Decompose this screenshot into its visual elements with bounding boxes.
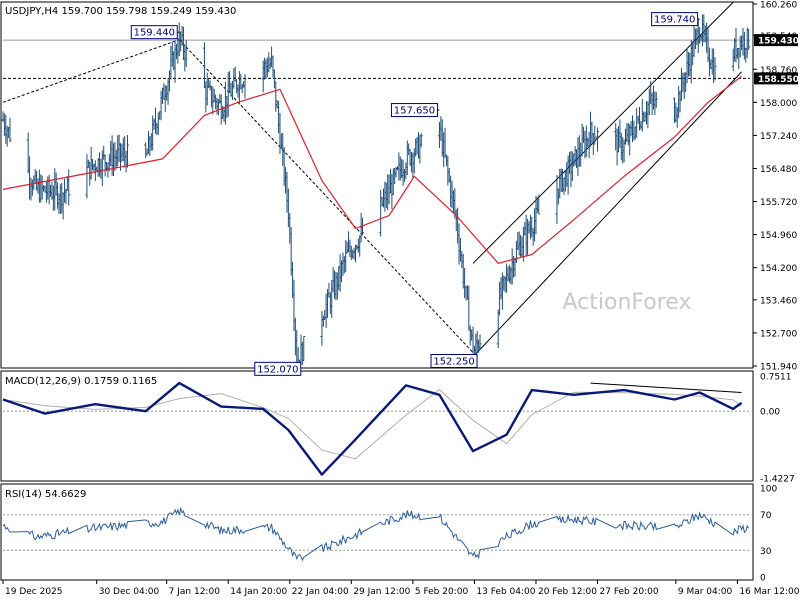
ohlc-bar <box>596 127 600 152</box>
time-axis-tick-label: 22 Jan 04:00 <box>292 587 349 597</box>
time-axis-tick-label: 29 Jan 12:00 <box>353 587 410 597</box>
price-axis-tick-label: 153.460 <box>760 296 797 306</box>
price-axis-tick-label: 155.720 <box>760 198 797 208</box>
current-price-marker-text: 159.430 <box>758 37 799 47</box>
price-axis-tick-label: 158.000 <box>760 99 797 109</box>
ohlc-bar <box>537 194 541 215</box>
ohlc-bar <box>379 189 383 237</box>
time-axis-tick-label: 9 Mar 04:00 <box>678 587 733 597</box>
rsi-axis-tick-label: 100 <box>760 485 777 495</box>
swing-label-low: 152.250 <box>430 354 478 369</box>
swing-label-high: 159.440 <box>130 25 180 40</box>
swing-label-low: 152.070 <box>254 361 302 376</box>
ohlc-bar <box>302 336 306 361</box>
level-price-marker-text: 158.550 <box>758 75 799 85</box>
rsi-axis-tick-label: 0 <box>760 574 766 584</box>
ohlc-bar <box>8 117 12 143</box>
swing-label-high: 157.650 <box>390 103 440 118</box>
swing-label-text: 152.250 <box>433 357 474 368</box>
symbol-header: USDJPY,H4 159.700 159.798 159.249 159.43… <box>5 6 236 17</box>
price-axis-tick-label: 157.240 <box>760 132 797 142</box>
rsi-line <box>2 506 750 562</box>
time-axis-tick-label: 19 Dec 2025 <box>5 587 63 597</box>
rsi-axis-tick-label: 30 <box>760 547 772 557</box>
macd-panel-frame <box>0 370 754 482</box>
price-axis-tick-label: 160.260 <box>760 1 797 11</box>
rsi-axis-tick-label: 70 <box>760 511 772 521</box>
macd-divergence-line <box>590 382 742 393</box>
ohlc-bar <box>67 169 71 206</box>
level-price-marker: 158.550 <box>754 72 799 85</box>
moving-average-line <box>2 75 742 264</box>
time-axis-tick-label: 13 Feb 04:00 <box>476 587 535 597</box>
rsi-panel-frame <box>0 483 754 581</box>
time-axis-tick-label: 20 Feb 12:00 <box>538 587 597 597</box>
current-price-marker: 159.430 <box>754 34 799 47</box>
price-axis-tick-label: 154.200 <box>760 264 797 274</box>
ohlc-bar <box>747 29 751 51</box>
ohlc-bar <box>713 57 717 81</box>
price-panel-frame <box>0 1 754 369</box>
price-axis-tick-label: 158.760 <box>760 66 797 76</box>
macd-main-line <box>2 381 743 476</box>
time-axis-tick-label: 27 Feb 20:00 <box>600 587 659 597</box>
price-axis-tick-label: 151.940 <box>760 363 797 373</box>
trend-line-upper-channel <box>472 1 734 264</box>
price-axis-tick-label: 152.700 <box>760 329 797 339</box>
macd-axis-tick-label: 0.7511 <box>760 373 792 383</box>
time-axis-tick-label: 5 Feb 20:00 <box>415 587 469 597</box>
trend-line-lower-channel <box>472 71 742 358</box>
time-axis-tick-label: 7 Jan 12:00 <box>169 587 221 597</box>
swing-label-high: 159.740 <box>651 12 700 27</box>
swing-label-text: 159.740 <box>654 15 695 26</box>
watermark: ActionForex <box>563 290 692 315</box>
price-axis-tick-label: 154.960 <box>760 231 797 241</box>
ohlc-bar <box>243 74 247 99</box>
ohlc-bar <box>419 133 423 148</box>
time-axis-tick-label: 16 Mar 12:00 <box>739 587 799 597</box>
swing-label-text: 159.440 <box>134 28 175 39</box>
ohlc-bar <box>184 40 188 67</box>
swing-label-text: 152.070 <box>257 364 298 375</box>
time-axis-tick-label: 30 Dec 04:00 <box>99 587 160 597</box>
macd-axis-tick-label: -1.4227 <box>760 475 795 485</box>
ohlc-bar <box>654 91 658 108</box>
macd-title: MACD(12,26,9) 0.1759 0.1165 <box>5 376 157 387</box>
price-axis-tick-label: 156.480 <box>760 165 797 175</box>
macd-signal-line <box>2 389 742 460</box>
rsi-title: RSI(14) 54.6629 <box>5 489 86 500</box>
swing-label-text: 157.650 <box>394 106 435 117</box>
ohlc-bar <box>478 334 482 350</box>
time-axis-tick-label: 14 Jan 20:00 <box>230 587 287 597</box>
trend-line-dotted-trend <box>2 39 180 103</box>
macd-axis-tick-label: 0.00 <box>760 408 780 418</box>
